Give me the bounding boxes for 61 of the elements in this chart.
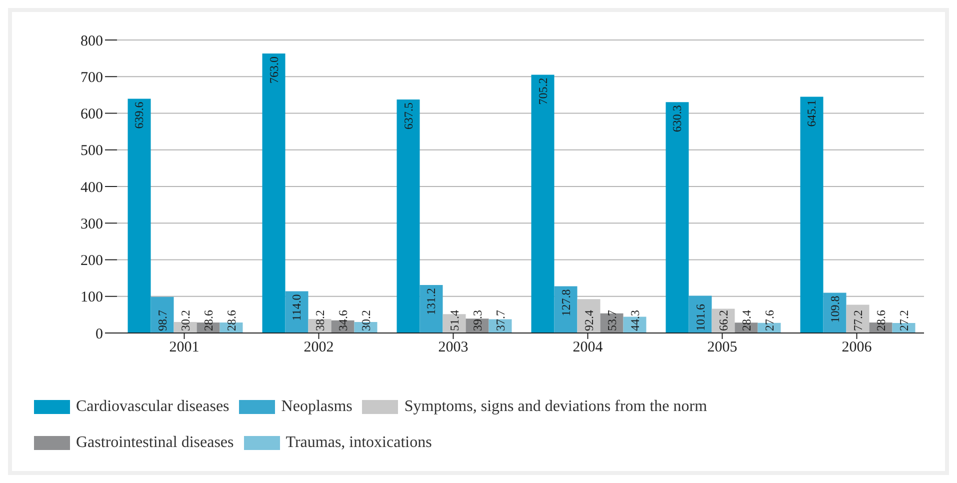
bar [420,284,443,333]
data-label: 109.8 [828,296,842,323]
data-label: 763.0 [266,56,281,84]
x-tick-label: 2003 [438,340,468,356]
data-label: 127.8 [558,289,573,316]
bar [800,96,824,333]
y-tick-label: 200 [80,253,103,270]
data-label: 66.2 [716,310,730,331]
data-label: 34.6 [336,310,350,331]
legend-label: Traumas, intoxications [286,434,432,452]
data-label: 92.4 [582,310,596,331]
data-label: 38.2 [312,310,327,331]
legend-label: Neoplasms [281,398,352,416]
data-label: 98.7 [155,310,170,331]
x-tick-label: 2001 [169,340,200,356]
bar [531,74,554,333]
data-label: 637.5 [401,102,416,130]
data-label: 630.3 [670,105,684,132]
bar [846,304,870,333]
data-label: 27.2 [896,310,911,331]
data-label: 44.3 [628,310,642,331]
data-label: 28.4 [739,310,754,331]
y-tick-label: 600 [80,106,103,123]
data-label: 28.6 [224,310,238,331]
data-label: 37.7 [493,310,508,331]
x-tick-label: 2004 [572,340,604,356]
legend-label: Cardiovascular diseases [76,398,230,416]
data-label: 27.6 [762,310,776,331]
x-tick-label: 2006 [842,340,872,356]
bar [577,299,600,333]
y-tick-label: 700 [80,70,103,86]
data-label: 28.6 [201,310,216,331]
data-label: 131.2 [424,288,438,315]
data-label: 51.4 [447,310,462,331]
bar [554,286,578,333]
bar [262,54,286,333]
bar [128,98,151,333]
y-tick-label: 400 [80,180,103,196]
data-label: 77.2 [850,310,865,331]
data-label: 101.6 [693,304,708,331]
legend-label: Symptoms, signs and deviations from the norm [404,398,708,416]
data-label: 114.0 [290,294,304,321]
y-tick-label: 300 [80,216,103,232]
y-tick-label: 500 [80,143,103,160]
legend-label: Gastrointestinal diseases [76,434,234,452]
bar [666,102,689,333]
data-label: 39.3 [470,310,484,331]
data-label: 30.2 [178,310,192,331]
data-label: 30.2 [358,310,373,331]
data-label: 28.6 [874,310,888,331]
data-label: 705.2 [536,78,550,105]
bar [396,100,420,333]
data-label: 645.1 [804,100,819,127]
bar [285,291,308,333]
x-tick-label: 2005 [707,340,738,356]
y-tick-label: 100 [80,290,103,306]
x-tick-label: 2002 [304,340,334,356]
y-tick-label: 800 [80,33,103,50]
data-label: 639.6 [132,102,146,129]
y-tick-label: 0 [96,326,103,342]
data-label: 53.7 [604,310,619,331]
